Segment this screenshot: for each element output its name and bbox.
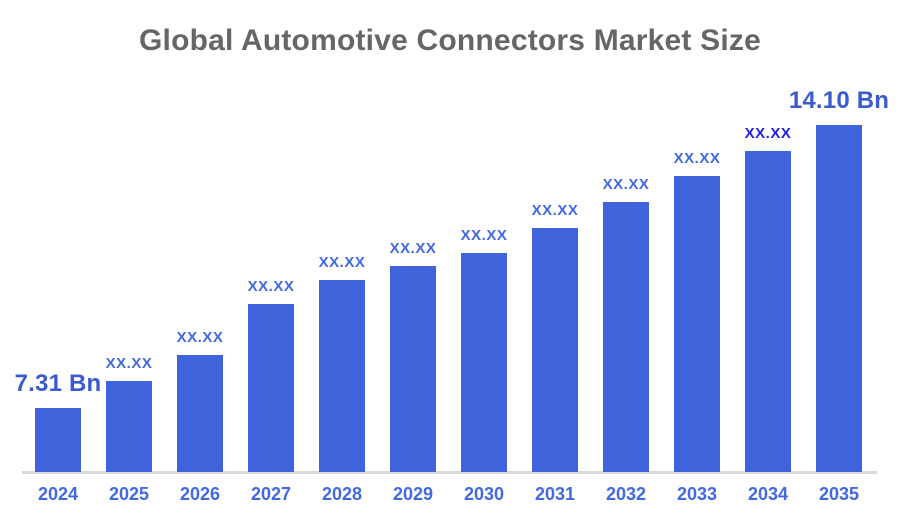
bar-value-label-2034: XX.XX: [744, 125, 792, 142]
bar-value-label-2029: XX.XX: [389, 240, 437, 257]
x-tick-2031: 2031: [534, 484, 576, 504]
bar-value-label-2028: XX.XX: [318, 254, 366, 271]
bar-2035: [816, 125, 862, 472]
bar-value-label-2027: XX.XX: [247, 278, 295, 295]
x-tick-2035: 2035: [818, 484, 860, 504]
x-tick-2024: 2024: [37, 484, 79, 504]
x-tick-2027: 2027: [250, 484, 292, 504]
x-tick-2029: 2029: [392, 484, 434, 504]
bar-value-label-2026: XX.XX: [176, 329, 224, 346]
bar-2025: [106, 381, 152, 472]
x-tick-2026: 2026: [179, 484, 221, 504]
bar-2032: [603, 202, 649, 472]
x-tick-2032: 2032: [605, 484, 647, 504]
bar-2026: [177, 355, 223, 472]
x-tick-2030: 2030: [463, 484, 505, 504]
bar-value-label-2035: 14.10 Bn: [788, 87, 890, 114]
bar-2034: [745, 151, 791, 472]
bar-2030: [461, 253, 507, 472]
x-tick-2028: 2028: [321, 484, 363, 504]
bar-2028: [319, 280, 365, 472]
bar-2033: [674, 176, 720, 472]
bar-value-label-2032: XX.XX: [602, 176, 650, 193]
bar-value-label-2025: XX.XX: [105, 355, 153, 372]
bar-2027: [248, 304, 294, 472]
x-tick-2033: 2033: [676, 484, 718, 504]
x-tick-2034: 2034: [747, 484, 789, 504]
bar-2029: [390, 266, 436, 472]
bar-2024: [35, 408, 81, 472]
bar-2031: [532, 228, 578, 472]
bar-value-label-2030: XX.XX: [460, 227, 508, 244]
bar-value-label-2024: 7.31 Bn: [14, 370, 102, 397]
bar-value-label-2033: XX.XX: [673, 150, 721, 167]
chart-title: Global Automotive Connectors Market Size: [139, 24, 761, 57]
bar-value-label-2031: XX.XX: [531, 202, 579, 219]
x-axis-line: [22, 471, 877, 474]
x-tick-2025: 2025: [108, 484, 150, 504]
